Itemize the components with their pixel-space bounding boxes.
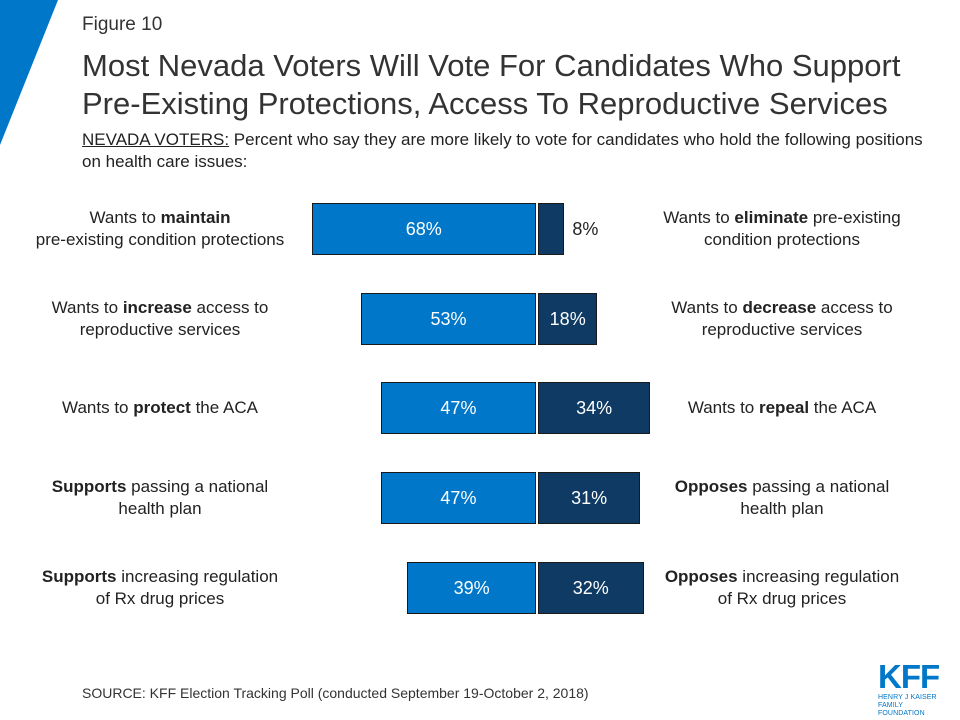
logo-wordmark: KFF <box>878 658 940 695</box>
data-label-support: 39% <box>453 577 490 598</box>
category-label-left: Supports increasing regulation of Rx drug… <box>41 567 279 608</box>
category-label-right: Opposes increasing regulation of Rx drug … <box>664 567 900 608</box>
kff-logo: KFF HENRY J KAISER FAMILY FOUNDATION <box>878 660 942 718</box>
bar-oppose: 32% <box>538 562 644 614</box>
corner-accent <box>0 0 58 145</box>
category-label-left: Wants to maintain pre-existing condition … <box>35 208 285 249</box>
source-note: SOURCE: KFF Election Tracking Poll (cond… <box>82 685 589 701</box>
data-label-support: 47% <box>440 487 477 508</box>
chart-title: Most Nevada Voters Will Vote For Candida… <box>82 48 901 121</box>
data-label-oppose: 34% <box>576 397 613 418</box>
bar-oppose: 31% <box>538 472 641 524</box>
logo-line-2: FAMILY FOUNDATION <box>878 702 925 717</box>
bar-oppose: 18% <box>538 293 598 345</box>
chart-subtitle: NEVADA VOTERS: Percent who say they are … <box>82 129 942 173</box>
bar-support: 47% <box>380 472 536 524</box>
data-label-oppose: 8% <box>572 218 599 239</box>
data-label-oppose: 18% <box>549 308 586 329</box>
category-label-left: Wants to protect the ACA <box>62 398 258 417</box>
figure-label: Figure 10 <box>82 14 163 35</box>
subtitle-lead: NEVADA VOTERS: <box>82 130 230 149</box>
data-label-oppose: 32% <box>572 577 609 598</box>
data-label-support: 68% <box>405 218 442 239</box>
data-label-support: 47% <box>440 397 477 418</box>
bar-support: 39% <box>407 562 536 614</box>
category-label-right: Wants to eliminate pre-existing condition… <box>663 208 901 249</box>
bar-support: 47% <box>380 382 536 434</box>
category-label-left: Wants to increase access to reproductive … <box>51 298 269 339</box>
data-label-oppose: 31% <box>571 487 608 508</box>
subtitle-text: Percent who say they are more likely to … <box>82 130 923 171</box>
bar-oppose <box>538 203 565 255</box>
logo-line-1: HENRY J KAISER <box>878 694 937 701</box>
bar-oppose: 34% <box>538 382 651 434</box>
category-label-right: Wants to decrease access to reproductive … <box>671 298 893 339</box>
category-label-left: Supports passing a national health plan <box>51 477 269 518</box>
category-label-right: Opposes passing a national health plan <box>674 477 890 518</box>
bar-support: 68% <box>311 203 536 255</box>
bar-support: 53% <box>361 293 536 345</box>
data-label-support: 53% <box>430 308 467 329</box>
category-label-right: Wants to repeal the ACA <box>687 398 877 417</box>
